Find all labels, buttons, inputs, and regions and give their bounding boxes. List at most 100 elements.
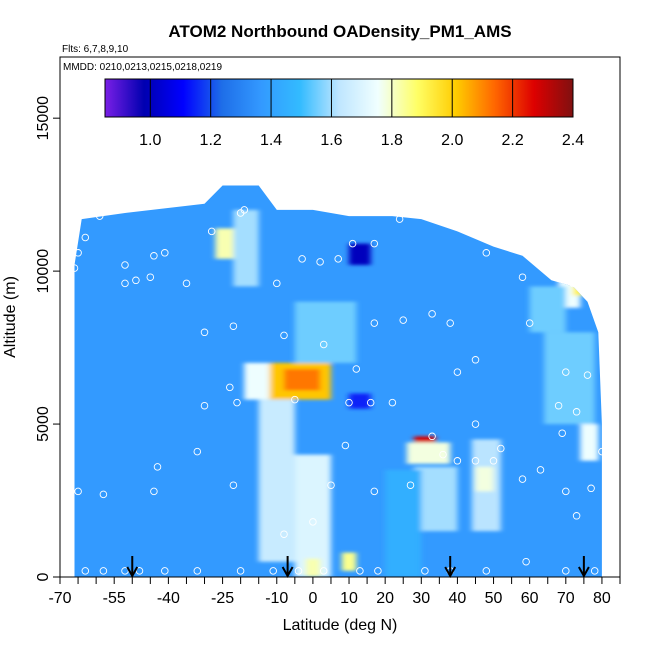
data-point [193, 447, 202, 456]
data-point [569, 279, 577, 288]
data-point [540, 264, 548, 272]
flight-arrow-head [281, 566, 294, 579]
data-point [81, 233, 90, 242]
data-point [70, 264, 79, 272]
colorbar: 1.0 1.2 1.4 1.6 1.8 2.0 2.2 2.4 [104, 78, 584, 149]
data-point [161, 567, 169, 575]
data-point [572, 512, 581, 520]
heatmap-patch [294, 301, 357, 363]
x-tick-label: -55 [103, 590, 126, 607]
data-point [406, 481, 415, 489]
data-point [356, 567, 364, 575]
data-point [453, 368, 462, 376]
colorbar-tick-label: 1.6 [320, 132, 342, 149]
y-axis: 0 5000 10000 15000 [35, 96, 60, 581]
heatmap-patch [529, 286, 566, 333]
data-point [146, 273, 155, 281]
data-point [424, 212, 433, 220]
data-point [522, 557, 530, 566]
data-point [428, 432, 436, 441]
heatmap-patch [244, 362, 270, 400]
data-point [334, 255, 342, 263]
data-point [200, 401, 209, 410]
x-tick-label: -25 [211, 590, 234, 607]
data-point [327, 481, 335, 489]
data-point [345, 398, 353, 407]
data-point [536, 466, 545, 474]
y-axis-label: Altitude (m) [2, 276, 19, 358]
data-point [446, 212, 454, 220]
flight-arrows [126, 556, 590, 579]
data-point [99, 567, 108, 575]
data-point [74, 249, 82, 257]
heatmap-patch [349, 393, 371, 409]
data-point [341, 441, 350, 450]
colorbar-tick-label: 2.4 [562, 132, 584, 149]
data-point [482, 249, 491, 257]
data-point [446, 319, 454, 327]
y-tick-label: 5000 [35, 406, 52, 442]
heatmap-patch [341, 552, 357, 571]
data-point [370, 487, 379, 496]
data-point [298, 255, 306, 263]
data-point [95, 212, 104, 220]
data-point [428, 310, 436, 318]
flight-arrow-head [126, 566, 139, 579]
data-point [421, 567, 429, 575]
data-point [562, 368, 570, 376]
flight-arrow-head [444, 566, 457, 579]
colorbar-ticks: 1.0 1.2 1.4 1.6 1.8 2.0 2.2 2.4 [139, 79, 584, 149]
chart-title: ATOM2 Northbound OADensity_PM1_AMS [168, 22, 511, 41]
heatmap-patch [580, 424, 599, 461]
y-tick-label: 10000 [35, 249, 52, 294]
data-point [319, 340, 328, 349]
flight-arrow-head [577, 566, 590, 579]
data-point [471, 356, 480, 364]
colorbar-tick-label: 2.0 [441, 132, 463, 149]
colorbar-tick-label: 1.4 [260, 132, 282, 149]
flights-label: Flts: 6,7,8,9,10 [62, 44, 129, 55]
data-point [558, 429, 566, 437]
data-point [229, 322, 238, 330]
data-point [229, 481, 238, 489]
heatmap-patch [573, 280, 584, 296]
data-point [207, 227, 216, 236]
heatmap-patch [294, 454, 331, 577]
x-tick-label: 40 [449, 590, 467, 607]
data-point [150, 487, 158, 496]
heatmap-patch [258, 399, 295, 562]
data-point [280, 331, 288, 340]
data-point [150, 252, 158, 260]
data-point [439, 450, 447, 459]
data-point [236, 567, 245, 575]
data-point [370, 319, 379, 327]
x-axis-label: Latitude (deg N) [283, 617, 398, 634]
data-point [562, 567, 570, 575]
data-point [309, 518, 317, 526]
flight-arrow [444, 556, 457, 579]
data-point [182, 279, 191, 288]
data-point [193, 567, 202, 575]
data-point [291, 395, 299, 404]
data-point [471, 420, 480, 428]
data-point [525, 319, 534, 327]
data-point [294, 567, 303, 575]
x-tick-label: 30 [412, 590, 430, 607]
x-tick-label: -70 [48, 590, 71, 607]
data-point [482, 567, 491, 575]
data-point [316, 258, 324, 266]
colorbar-tick-label: 1.8 [381, 132, 403, 149]
data-point [200, 328, 209, 337]
data-point [240, 206, 249, 214]
data-point [233, 398, 241, 407]
x-tick-label: 50 [485, 590, 503, 607]
heatmap-patch [385, 469, 422, 577]
data-point [226, 383, 234, 392]
heatmap-patch [406, 442, 451, 464]
x-axis: -70 -55 -40 -25 -10 0 10 20 30 40 50 60 70 80 [48, 577, 621, 607]
data-point [489, 457, 498, 465]
data-point [518, 475, 527, 483]
flight-arrow [281, 556, 294, 579]
data-point [590, 567, 599, 575]
